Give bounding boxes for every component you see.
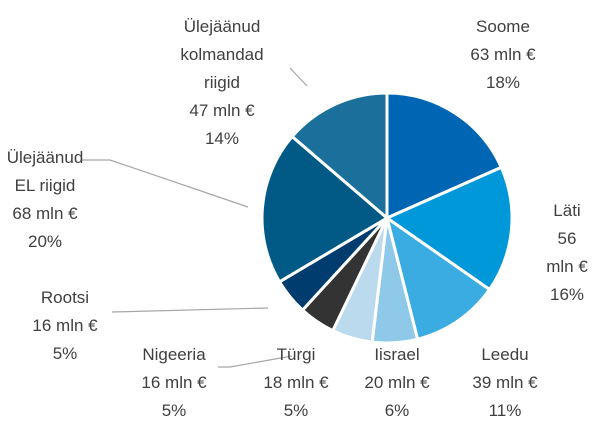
percentage-label: 16%	[549, 285, 585, 304]
slice-label: Iisrael 20 mln € 6%	[364, 341, 429, 425]
slice-label: Ülejäänud kolmandad riigid 47 mln € 14%	[180, 13, 263, 153]
category-label: Türgi	[276, 345, 316, 364]
category-label: Rootsi	[40, 288, 90, 307]
slice-label: Leedu 39 mln € 11%	[472, 341, 537, 425]
category-label: Soome	[476, 17, 530, 36]
percentage-label: 6%	[384, 401, 410, 420]
category-label: Ülejäänud EL riigid	[6, 148, 84, 195]
leader-line	[218, 355, 293, 368]
slice-label: Ülejäänud EL riigid 68 mln € 20%	[7, 144, 84, 256]
percentage-label: 11%	[488, 401, 522, 420]
value-label: 68 mln €	[12, 204, 78, 223]
leader-line	[289, 67, 308, 87]
value-label: 20 mln €	[364, 373, 430, 392]
category-label: Nigeeria	[142, 345, 206, 364]
pie-slice	[384, 214, 492, 342]
leader-line	[111, 307, 269, 313]
value-label: 16 mln €	[141, 373, 207, 392]
category-label: Leedu	[481, 345, 529, 364]
category-label: Ülejäänud kolmandad riigid	[180, 17, 264, 92]
slice-label: Rootsi 16 mln € 5%	[32, 284, 97, 368]
value-label: 16 mln €	[32, 316, 98, 335]
category-label: Iisrael	[374, 345, 420, 364]
value-label: 47 mln €	[189, 101, 255, 120]
slice-label: Läti 56 mln € 16%	[545, 197, 589, 309]
value-label: 56 mln €	[546, 229, 588, 276]
pie-slice	[385, 91, 504, 221]
pie-slice	[290, 91, 389, 222]
value-label: 39 mln €	[472, 373, 538, 392]
pie-slice	[383, 165, 514, 292]
slice-label: Soome 63 mln € 18%	[470, 13, 535, 97]
slice-label: Nigeeria 16 mln € 5%	[141, 341, 206, 425]
percentage-label: 20%	[27, 232, 63, 251]
value-label: 18 mln €	[263, 373, 329, 392]
percentage-label: 18%	[485, 73, 521, 92]
value-label: 63 mln €	[470, 45, 536, 64]
percentage-label: 14%	[204, 129, 240, 148]
slice-label: Türgi 18 mln € 5%	[263, 341, 328, 425]
category-label: Läti	[553, 201, 581, 220]
leader-line	[82, 159, 249, 208]
pie-slice	[260, 134, 390, 284]
percentage-label: 5%	[283, 401, 309, 420]
percentage-label: 5%	[161, 401, 187, 420]
percentage-label: 5%	[52, 344, 78, 363]
